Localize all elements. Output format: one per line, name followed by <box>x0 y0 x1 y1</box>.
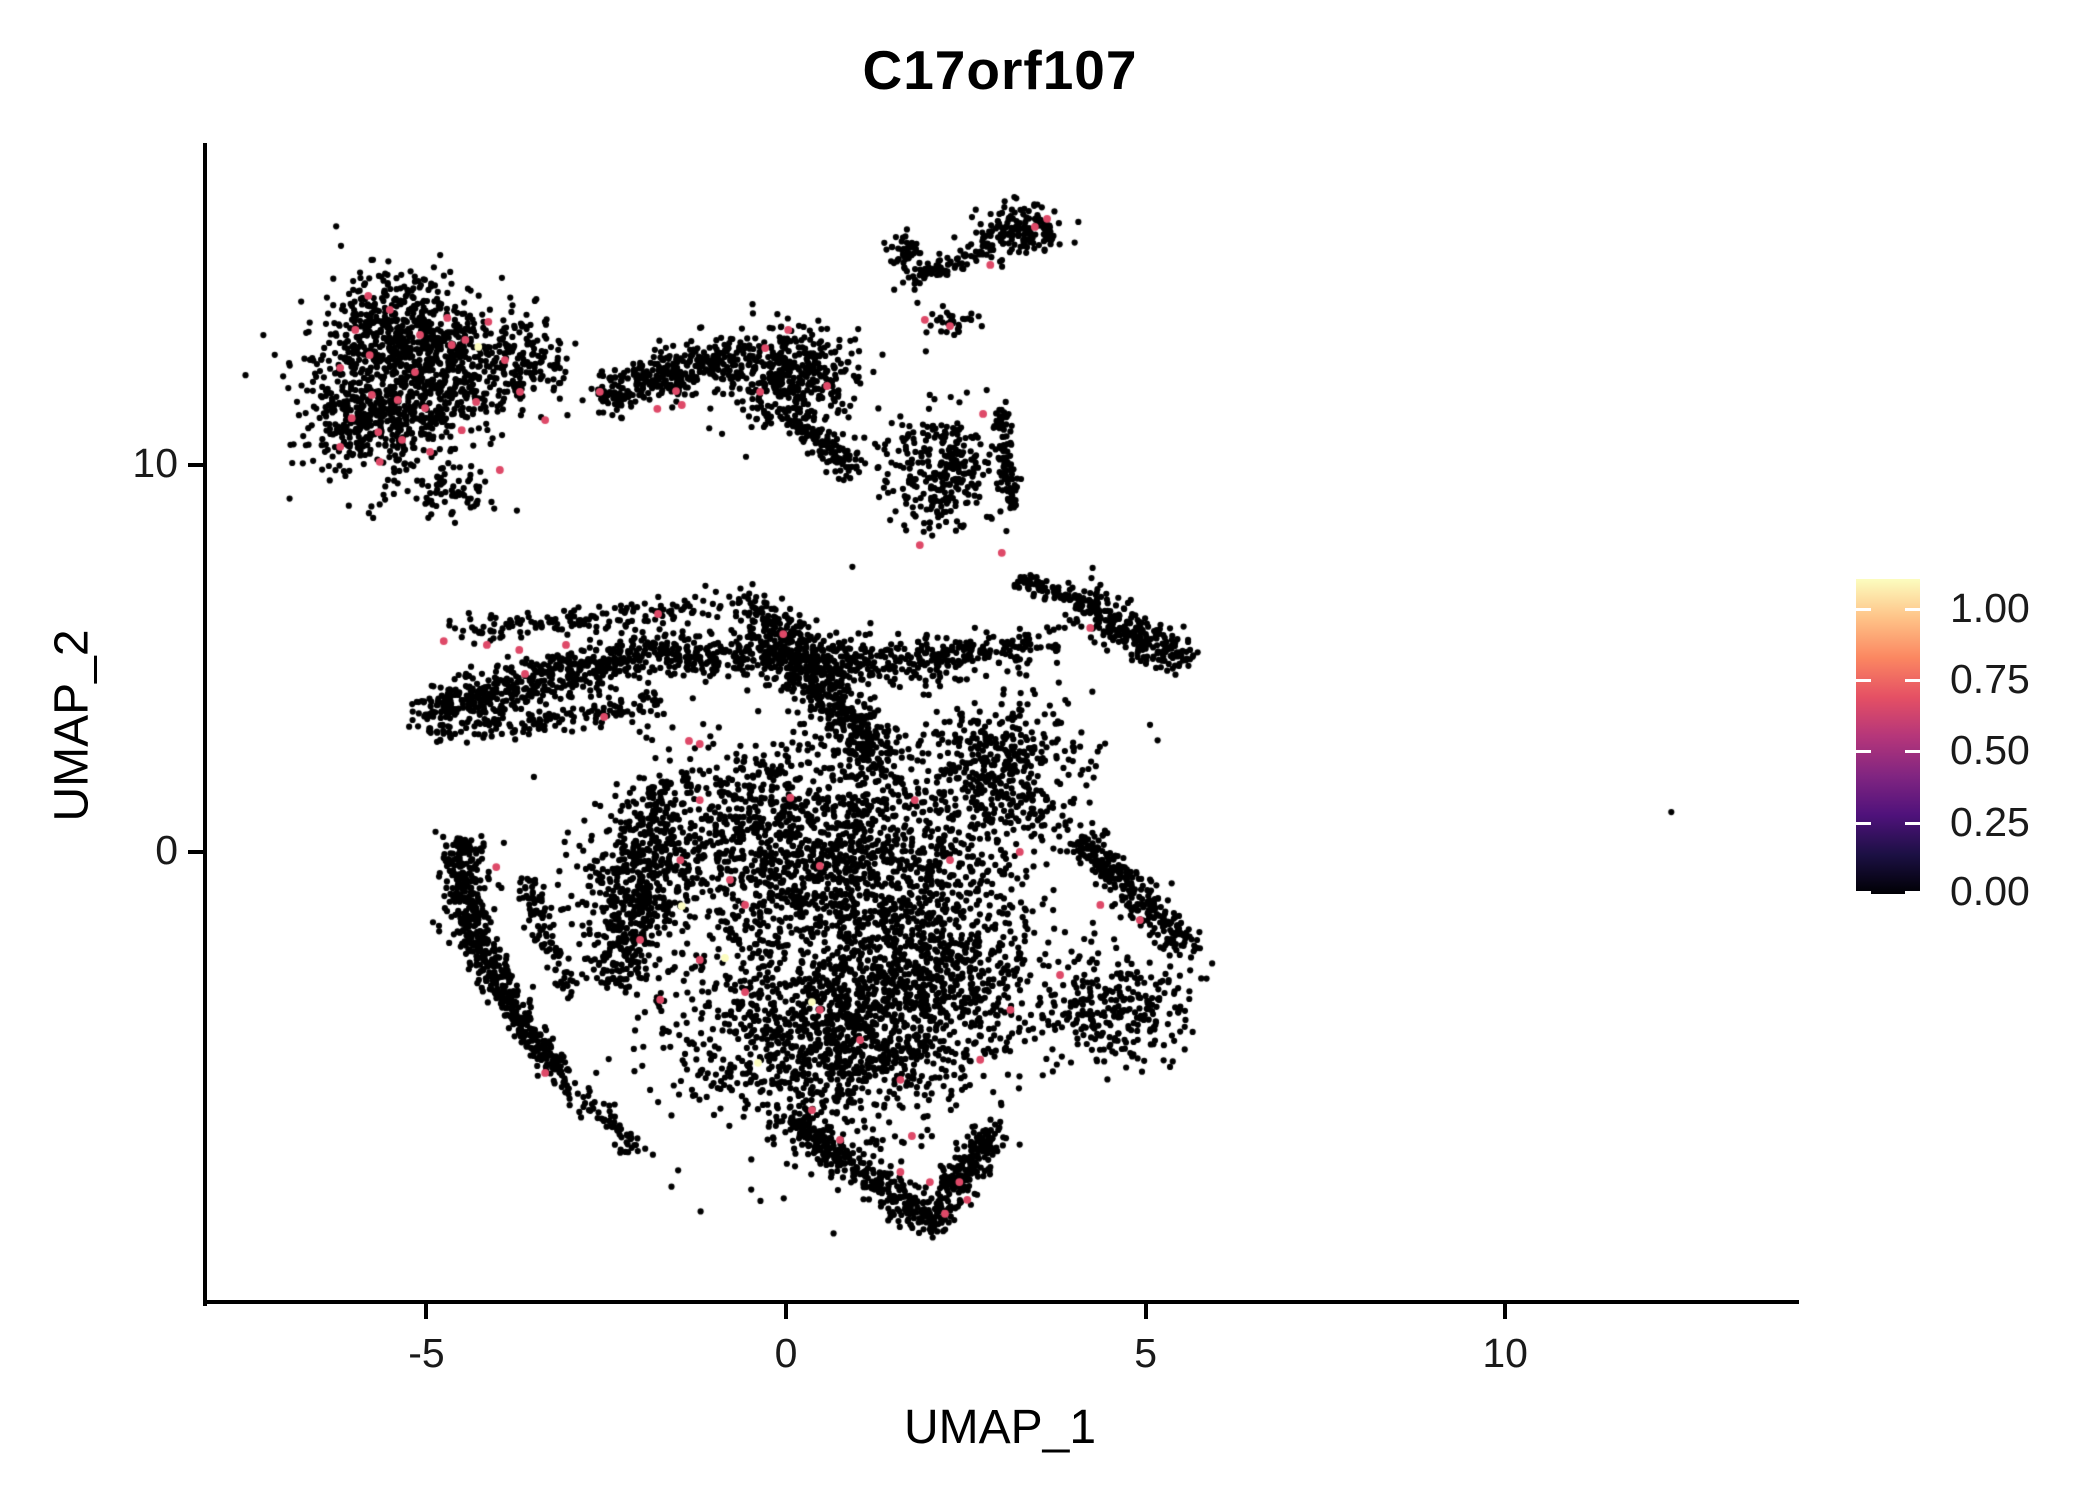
colorbar-tick-label: 1.00 <box>1950 584 2030 631</box>
x-tick-mark <box>1143 1304 1148 1319</box>
colorbar-tick-label: 0.75 <box>1950 655 2030 702</box>
y-tick-mark <box>188 849 203 854</box>
x-tick-label: 0 <box>774 1330 798 1376</box>
colorbar-tick-label: 0.25 <box>1950 798 2030 845</box>
x-tick-mark <box>1503 1304 1508 1319</box>
colorbar-tick-label: 0.00 <box>1950 868 2030 914</box>
colorbar-tick-mark <box>1856 821 1871 825</box>
colorbar-tick-mark <box>1905 750 1920 754</box>
colorbar-tick-mark <box>1905 891 1920 894</box>
colorbar-tick-mark <box>1905 821 1920 825</box>
x-tick-label: -5 <box>408 1330 445 1376</box>
plot-title: C17orf107 <box>862 39 1138 101</box>
colorbar-tick-mark <box>1905 607 1920 611</box>
y-tick-label: 10 <box>132 439 178 486</box>
x-tick-label: 10 <box>1482 1330 1528 1376</box>
x-tick-label: 5 <box>1134 1330 1158 1376</box>
colorbar-tick-mark <box>1856 891 1871 894</box>
x-axis-line <box>203 1300 1799 1304</box>
colorbar-tick-mark <box>1856 678 1871 682</box>
colorbar-gradient <box>1856 579 1920 894</box>
colorbar-tick-mark <box>1856 607 1871 611</box>
y-tick-mark <box>188 462 203 467</box>
x-axis-title: UMAP_1 <box>903 1401 1097 1454</box>
colorbar-tick-mark <box>1856 750 1871 754</box>
y-tick-label: 0 <box>155 826 178 873</box>
y-axis-line <box>203 143 207 1306</box>
colorbar-tick-label: 0.50 <box>1950 727 2030 774</box>
x-tick-mark <box>424 1304 429 1319</box>
y-axis-title: UMAP_2 <box>45 629 99 822</box>
x-tick-mark <box>784 1304 789 1319</box>
colorbar-tick-mark <box>1905 678 1920 682</box>
